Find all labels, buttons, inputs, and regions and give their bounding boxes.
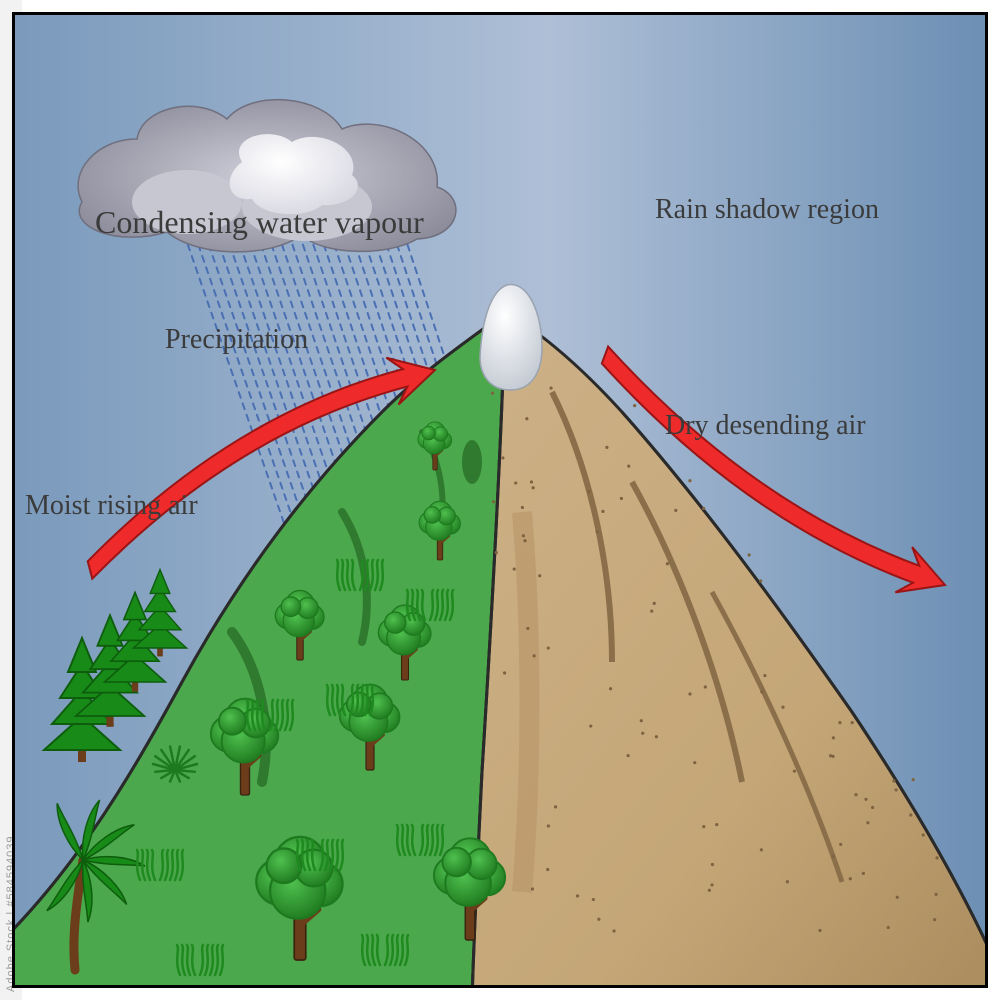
diagram-frame: Condensing water vapour Precipitation Mo… [12,12,988,988]
green-streak [462,440,482,484]
diagram-svg [12,12,988,988]
brown-ridge [522,512,530,892]
